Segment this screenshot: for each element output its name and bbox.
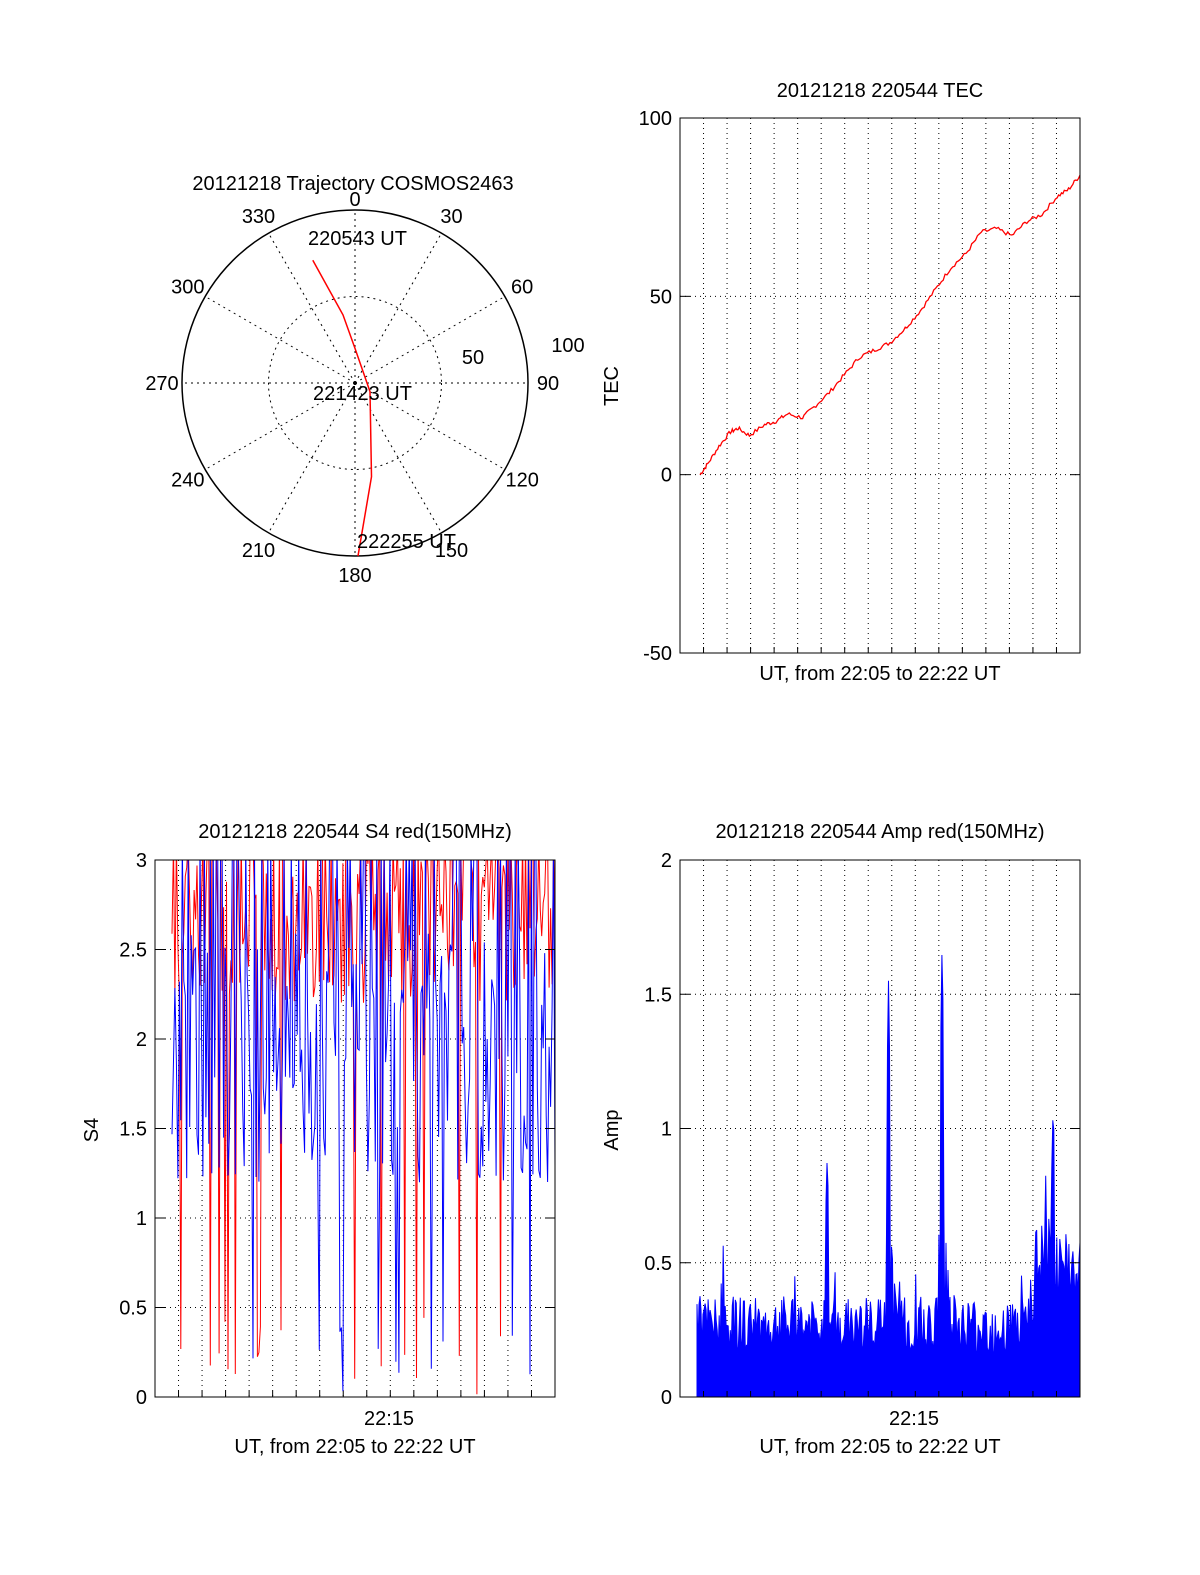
annotation-label: 220543 UT <box>308 228 407 250</box>
y-tick-label: -50 <box>643 643 672 665</box>
inner-grid-circle <box>268 296 442 470</box>
angle-tick-label: 330 <box>242 206 275 228</box>
radius-tick-label: 50 <box>462 347 484 369</box>
radius-tick-label: 100 <box>551 335 584 357</box>
radial-grid-line <box>354 296 506 384</box>
annotation-label: 221423 UT <box>313 383 412 405</box>
annotation-label: 222255 UT <box>357 531 456 553</box>
trajectory-line <box>312 259 373 557</box>
y-tick-label: 50 <box>650 286 672 308</box>
y-axis-label: S4 <box>81 1118 103 1142</box>
y-tick-label: 0 <box>136 1387 147 1409</box>
radial-grid-line <box>268 382 356 534</box>
angle-tick-label: 60 <box>511 277 533 299</box>
s4-series-group <box>171 860 555 1395</box>
angle-tick-label: 0 <box>349 189 360 211</box>
tec-series-line <box>699 174 1081 476</box>
y-axis-label: Amp <box>601 1109 623 1150</box>
y-axis-label: TEC <box>601 366 623 406</box>
angle-tick-label: 270 <box>145 373 178 395</box>
s4-chart: 20121218 220544 S4 red(150MHz) 0 0.5 1 1.5 2… <box>81 821 556 1458</box>
angle-tick-label: 150 <box>435 540 468 562</box>
angle-tick-label: 180 <box>338 565 371 587</box>
s4-series-line <box>171 860 555 1392</box>
outer-circle <box>181 209 529 557</box>
chart-title: 20121218 220544 Amp red(150MHz) <box>715 821 1044 843</box>
x-tick-label: 22:15 <box>364 1408 414 1430</box>
chart-title: 20121218 220544 S4 red(150MHz) <box>198 821 512 843</box>
y-tick-label: 0.5 <box>119 1298 147 1320</box>
x-tick-label: 22:15 <box>889 1408 939 1430</box>
y-tick-label: 1.5 <box>644 984 672 1006</box>
radial-grid-line <box>354 382 442 534</box>
angle-tick-label: 30 <box>440 206 462 228</box>
radial-grid-line <box>354 382 506 470</box>
radial-grid-line <box>204 382 356 470</box>
radial-grid-line <box>204 296 356 384</box>
y-tick-label: 100 <box>639 108 672 130</box>
angle-tick-label: 300 <box>171 277 204 299</box>
y-tick-label: 1.5 <box>119 1119 147 1141</box>
tec-chart: 20121218 220544 TEC -50 0 50 100 UT, from 2… <box>601 80 1081 685</box>
chart-title: 20121218 Trajectory COSMOS2463 <box>192 173 513 195</box>
x-axis-label: UT, from 22:05 to 22:22 UT <box>759 663 1000 685</box>
y-tick-label: 2.5 <box>119 940 147 962</box>
radial-grid-line <box>268 232 356 384</box>
y-tick-label: 2 <box>136 1029 147 1051</box>
x-axis-label: UT, from 22:05 to 22:22 UT <box>234 1436 475 1458</box>
angle-tick-label: 120 <box>505 470 538 492</box>
amp-chart: 20121218 220544 Amp red(150MHz) 0 0.5 1 1.5… <box>601 821 1081 1458</box>
angle-tick-label: 210 <box>242 540 275 562</box>
radial-grid-line <box>354 232 442 384</box>
trajectory-polar-chart: 20121218 Trajectory COSMOS2463 0 30 60 90 12… <box>145 173 584 587</box>
s4-series-line <box>171 860 555 1395</box>
y-tick-label: 0 <box>661 465 672 487</box>
y-tick-label: 3 <box>136 850 147 872</box>
y-tick-label: 1 <box>136 1208 147 1230</box>
y-tick-label: 0 <box>661 1387 672 1409</box>
y-tick-label: 2 <box>661 850 672 872</box>
chart-title: 20121218 220544 TEC <box>777 80 983 102</box>
angle-tick-label: 240 <box>171 470 204 492</box>
x-axis-label: UT, from 22:05 to 22:22 UT <box>759 1436 1000 1458</box>
angle-tick-label: 90 <box>537 373 559 395</box>
plot-frame <box>679 117 1081 654</box>
y-tick-label: 1 <box>661 1119 672 1141</box>
amp-series-area <box>696 954 1081 1398</box>
y-tick-label: 0.5 <box>644 1253 672 1275</box>
